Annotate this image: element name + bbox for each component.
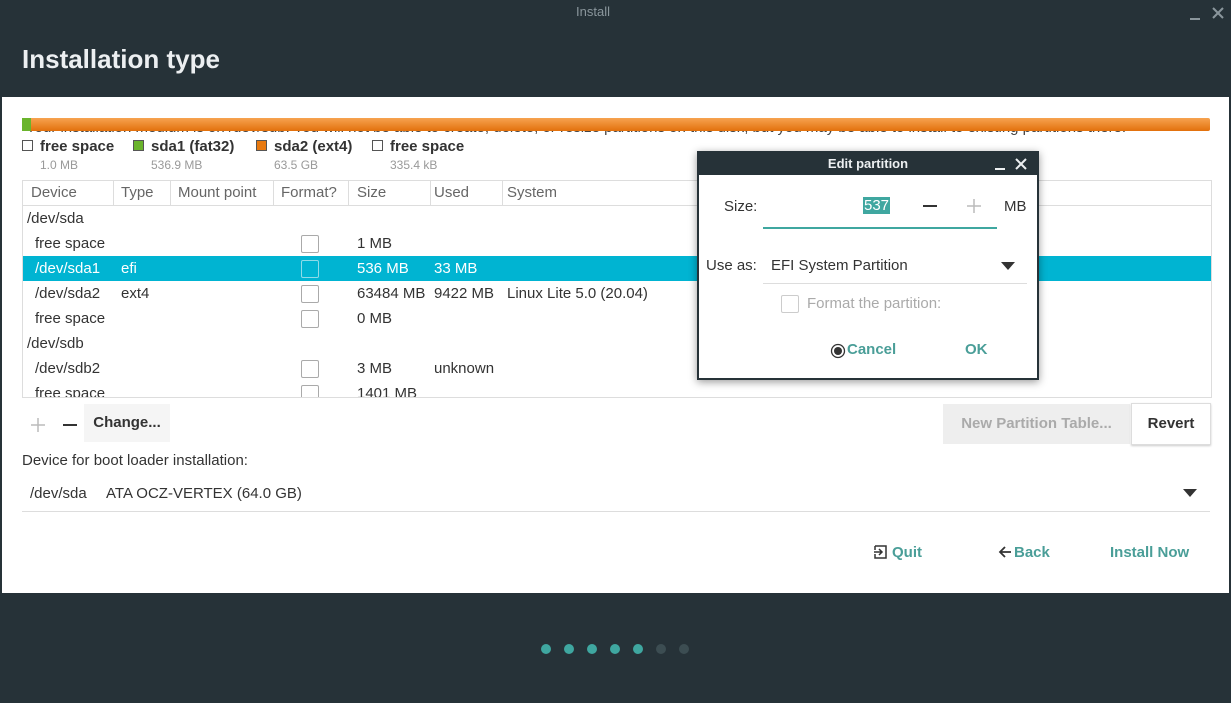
cell: 1 MB: [357, 235, 393, 252]
notice-area: Your installation medium is on /dev/sdb.…: [22, 118, 1210, 136]
cell: /dev/sdb: [27, 335, 84, 352]
legend-size: 335.4 kB: [390, 158, 438, 172]
cell: free space: [35, 310, 106, 327]
use-as-label: Use as:: [706, 257, 757, 274]
legend-label: free space: [390, 138, 465, 155]
column-separator: [502, 181, 503, 205]
table-row[interactable]: /dev/sda: [23, 206, 1211, 231]
legend-label: sda2 (ext4): [274, 138, 353, 155]
back-icon: [998, 546, 1011, 558]
column-header[interactable]: Mount point: [178, 184, 257, 201]
legend-size: 1.0 MB: [40, 158, 79, 172]
column-separator: [113, 181, 114, 205]
cell: free space: [35, 385, 106, 398]
quit-button[interactable]: Quit: [892, 544, 922, 561]
legend-label: free space: [40, 138, 115, 155]
format-checkbox[interactable]: [301, 360, 319, 378]
edit-partition-dialog: Edit partition Size: 537 MB Use as: EFI …: [697, 151, 1039, 380]
bootloader-combo[interactable]: /dev/sda ATA OCZ-VERTEX (64.0 GB): [22, 475, 1210, 512]
add-remove-buttons[interactable]: [28, 415, 88, 435]
back-button[interactable]: Back: [1014, 544, 1050, 561]
cancel-icon: [830, 343, 846, 359]
spin-buttons: [923, 199, 981, 213]
format-checkbox[interactable]: [301, 260, 319, 278]
change-button[interactable]: Change...: [84, 404, 170, 442]
cell: 33 MB: [434, 260, 478, 277]
format-checkbox[interactable]: [301, 385, 319, 397]
install-now-button[interactable]: Install Now: [1110, 544, 1190, 561]
cell: /dev/sda: [27, 210, 84, 227]
legend-swatch: [133, 140, 144, 151]
cell: 536 MB: [357, 260, 409, 277]
cell: /dev/sda1: [35, 260, 101, 277]
cell: /dev/sda2: [35, 285, 101, 302]
column-separator: [430, 181, 431, 205]
new-partition-table-button[interactable]: New Partition Table...: [943, 404, 1130, 444]
cell: 0 MB: [357, 310, 393, 327]
progress-dots: [541, 644, 689, 654]
column-header[interactable]: Size: [357, 184, 387, 201]
cell: 63484 MB: [357, 285, 426, 302]
legend-size: 536.9 MB: [151, 158, 203, 172]
dropdown-arrow: [1183, 489, 1197, 497]
dialog-controls[interactable]: [993, 157, 1033, 171]
dialog-title: Edit partition: [699, 153, 1037, 175]
column-separator: [348, 181, 349, 205]
cell: efi: [121, 260, 137, 277]
column-header[interactable]: System: [507, 184, 558, 201]
column-header[interactable]: Format?: [281, 184, 337, 201]
window-controls[interactable]: [1188, 6, 1228, 22]
column-header[interactable]: Used: [434, 184, 470, 201]
table-row[interactable]: /dev/sdb2 3 MB unknown: [23, 356, 1211, 381]
table-row[interactable]: /dev/sda2 ext4 63484 MB 9422 MB Linux Lite 5…: [23, 281, 1211, 306]
column-header[interactable]: Type: [121, 184, 154, 201]
table-row[interactable]: /dev/sdb: [23, 331, 1211, 356]
column-header[interactable]: Device: [31, 184, 77, 201]
size-unit: MB: [1004, 198, 1027, 215]
size-spin[interactable]: 537: [763, 183, 997, 229]
quit-icon: [874, 545, 887, 559]
cell: 3 MB: [357, 360, 393, 377]
format-checkbox[interactable]: [301, 310, 319, 328]
cell: Linux Lite 5.0 (20.04): [507, 285, 648, 302]
legend-swatch: [256, 140, 267, 151]
partition-bar: [22, 118, 1210, 131]
legend-swatch: [372, 140, 383, 151]
format-checkbox[interactable]: [301, 285, 319, 303]
bootloader-device: /dev/sda: [30, 485, 87, 502]
table-row[interactable]: free space 1401 MB: [23, 381, 1211, 398]
size-value: 537: [863, 197, 891, 214]
cell: free space: [35, 235, 106, 252]
column-separator: [273, 181, 274, 205]
ok-button[interactable]: OK: [965, 341, 988, 358]
use-as-combo[interactable]: EFI System Partition: [763, 245, 1027, 284]
bootloader-model: ATA OCZ-VERTEX (64.0 GB): [106, 485, 302, 502]
main-panel: Your installation medium is on /dev/sdb.…: [2, 97, 1229, 593]
cell: unknown: [434, 360, 495, 377]
table-header: [23, 181, 1211, 206]
legend-label: sda1 (fat32): [151, 138, 235, 155]
column-separator: [170, 181, 171, 205]
table-row[interactable]: free space 1 MB: [23, 231, 1211, 256]
page-title: Installation type: [22, 44, 220, 74]
dropdown-arrow: [1001, 262, 1015, 270]
legend-swatch: [22, 140, 33, 151]
legend-size: 63.5 GB: [274, 158, 319, 172]
revert-button[interactable]: Revert: [1131, 403, 1211, 445]
format-checkbox[interactable]: [301, 235, 319, 253]
cancel-button[interactable]: Cancel: [847, 341, 897, 358]
window-title: Install: [576, 4, 610, 19]
use-as-value: EFI System Partition: [771, 257, 908, 274]
format-checkbox[interactable]: [781, 295, 799, 313]
format-label: Format the partition:: [807, 295, 942, 312]
cell: 9422 MB: [434, 285, 495, 302]
cell: 1401 MB: [357, 385, 418, 398]
size-label: Size:: [724, 198, 758, 215]
bootloader-label: Device for boot loader installation:: [22, 452, 248, 469]
table-row[interactable]: free space 0 MB: [23, 306, 1211, 331]
cell: /dev/sdb2: [35, 360, 101, 377]
cell: ext4: [121, 285, 150, 302]
